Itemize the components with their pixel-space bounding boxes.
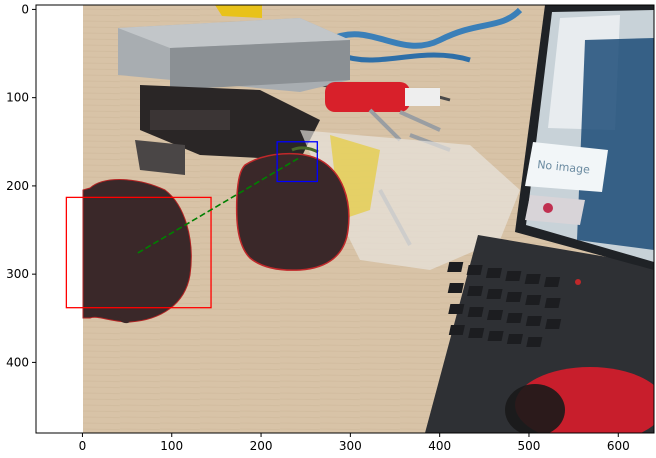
annotations <box>65 141 318 309</box>
laptop-keyboard <box>447 262 562 347</box>
y-tick-label: 400 <box>6 355 29 369</box>
x-tick-label: 400 <box>428 439 451 453</box>
x-tick-label: 200 <box>250 439 273 453</box>
blue-cable <box>328 7 523 49</box>
blue-bounding-box <box>276 141 318 183</box>
y-tick-label: 200 <box>6 179 29 193</box>
photo: No image <box>36 5 654 433</box>
right-apple <box>235 152 350 271</box>
red-bounding-box <box>65 196 212 309</box>
left-apple <box>82 179 192 323</box>
y-tick-label: 100 <box>6 91 29 105</box>
y-axis: 0 100 200 300 400 <box>6 2 36 369</box>
x-tick-label: 600 <box>607 439 630 453</box>
green-dashed-line <box>137 156 300 254</box>
yellow-tape <box>215 5 262 18</box>
red-tube <box>325 82 410 112</box>
y-tick-label: 0 <box>21 2 29 16</box>
screen-label: No image <box>537 158 591 176</box>
axes-frame <box>35 4 655 434</box>
x-tick-label: 0 <box>79 439 87 453</box>
y-tick-label: 300 <box>6 267 29 281</box>
screen-panel <box>525 142 608 192</box>
x-tick-label: 100 <box>160 439 183 453</box>
x-tick-label: 500 <box>518 439 541 453</box>
x-tick-label: 300 <box>339 439 362 453</box>
x-axis: 0 100 200 300 400 500 600 <box>79 433 630 453</box>
